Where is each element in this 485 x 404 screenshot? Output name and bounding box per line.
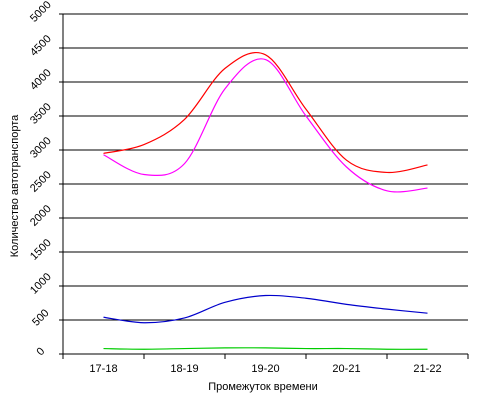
x-tick-label: 20-21	[332, 363, 360, 375]
x-axis-title: Промежуток времени	[208, 381, 318, 393]
x-tick-label: 18-19	[170, 363, 198, 375]
y-tick-label: 4000	[28, 67, 54, 93]
x-tick-labels: 17-18 18-19 19-20 20-21 21-22	[89, 363, 441, 375]
y-tick-label: 3500	[28, 101, 54, 127]
x-tick-label: 19-20	[251, 363, 279, 375]
x-tick-label: 17-18	[89, 363, 117, 375]
grid-lines	[63, 13, 468, 321]
axes	[59, 13, 469, 359]
y-tick-label: 1500	[28, 237, 54, 263]
y-tick-label: 5000	[28, 0, 54, 25]
y-tick-label: 3000	[28, 135, 54, 161]
y-tick-label: 2000	[28, 203, 54, 229]
series-line-1	[103, 51, 428, 174]
series-line-3	[103, 294, 428, 324]
y-tick-label: 500	[30, 307, 51, 328]
series-line-4	[103, 347, 428, 350]
y-tick-label: 1000	[28, 271, 54, 297]
y-tick-label: 2500	[28, 169, 54, 195]
y-tick-labels: 0 500 1000 1500 2000 2500 3000 3500 4000 4500 5000	[28, 0, 54, 358]
series-lines	[103, 51, 428, 350]
y-tick-label: 4500	[28, 33, 54, 59]
x-tick-label: 21-22	[413, 363, 441, 375]
y-tick-label: 0	[34, 345, 47, 358]
series-line-2	[103, 58, 428, 193]
y-axis-title: Количество автотранспорта	[9, 114, 21, 257]
